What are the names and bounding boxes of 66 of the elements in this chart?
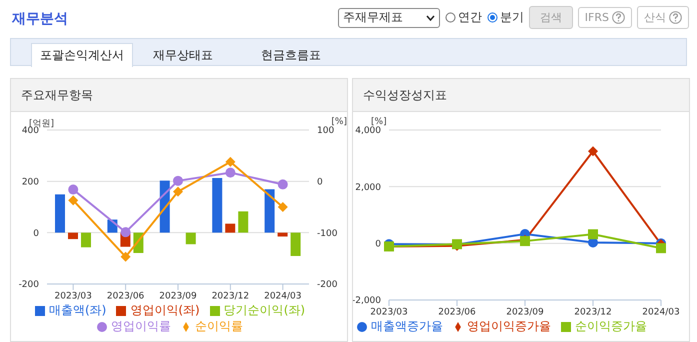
- point: [588, 146, 598, 156]
- point: [278, 179, 288, 190]
- x-tick-label: 2024/03: [642, 307, 680, 318]
- legend-label: 순이익증가율: [575, 319, 647, 333]
- point: [68, 184, 78, 195]
- point: [68, 195, 78, 206]
- point: [656, 243, 666, 254]
- point: [173, 176, 183, 186]
- x-tick-label: 2023/09: [506, 307, 544, 318]
- text: 검색: [528, 6, 573, 29]
- x-tick-label: 2024/03: [264, 291, 302, 302]
- x-tick-label: 2023/12: [574, 307, 612, 318]
- x-tick-label: 2023/09: [159, 291, 197, 302]
- y-tick-label: 200: [22, 178, 40, 188]
- y2-axis-title: [%]: [331, 117, 347, 127]
- text: IFRS: [578, 7, 632, 28]
- y-tick-label: 4,000: [355, 126, 382, 136]
- chart-title: 주요재무항목: [11, 79, 347, 112]
- point: [225, 168, 236, 178]
- bar: [81, 232, 91, 248]
- text: 연간: [456, 9, 482, 26]
- text: 포괄손익계산서: [31, 43, 133, 67]
- text: 현금흐름표: [261, 47, 321, 64]
- point: [225, 156, 236, 167]
- bar: [238, 211, 248, 233]
- point: [120, 252, 131, 262]
- legend-label: 영업이익증가율: [467, 319, 551, 333]
- bar: [55, 194, 65, 233]
- text: 재무분석: [12, 10, 68, 28]
- text: 분기: [498, 9, 524, 26]
- legend-label: 영업이익률: [111, 319, 171, 333]
- x-tick-label: 2023/06: [438, 307, 476, 318]
- bar: [264, 189, 275, 233]
- bar: [68, 232, 78, 240]
- legend-label: 매출액증가율: [371, 319, 443, 333]
- x-tick-label: 2023/12: [212, 291, 250, 302]
- x-tick-label: 2023/03: [370, 307, 408, 318]
- text: 산식: [637, 6, 689, 29]
- bar: [212, 178, 222, 233]
- y-tick-label: 0: [33, 228, 40, 239]
- x-tick-label: 2023/03: [54, 291, 92, 302]
- bar: [278, 232, 288, 237]
- y-tick-label: 2,000: [355, 182, 382, 193]
- legend-label: 순이익률: [195, 319, 243, 333]
- y2-tick-label: 100: [317, 126, 334, 136]
- y-tick-label: 0: [375, 240, 382, 250]
- legend-label: 매출액(좌): [48, 303, 106, 317]
- y2-tick-label: 0: [317, 178, 323, 188]
- y2-tick-label: -200: [317, 280, 338, 290]
- point: [173, 186, 183, 197]
- bar: [290, 232, 301, 256]
- legend-label: 당기순이익(좌): [224, 303, 306, 317]
- bar: [225, 224, 236, 233]
- x-tick-label: 2023/06: [106, 291, 145, 302]
- point: [120, 227, 131, 238]
- y-tick-label: 400: [22, 126, 40, 136]
- text: 주재무제표: [342, 9, 403, 26]
- text: 재무상태표: [153, 47, 213, 64]
- y-tick-label: -200: [18, 280, 40, 290]
- bar: [186, 232, 196, 244]
- y-axis-title: [%]: [371, 117, 387, 127]
- chart-title: 수익성장성지표: [353, 79, 689, 112]
- y2-tick-label: -100: [317, 228, 338, 239]
- legend-label: 영업이익(좌): [130, 303, 200, 317]
- point: [278, 202, 288, 212]
- point: [588, 229, 598, 240]
